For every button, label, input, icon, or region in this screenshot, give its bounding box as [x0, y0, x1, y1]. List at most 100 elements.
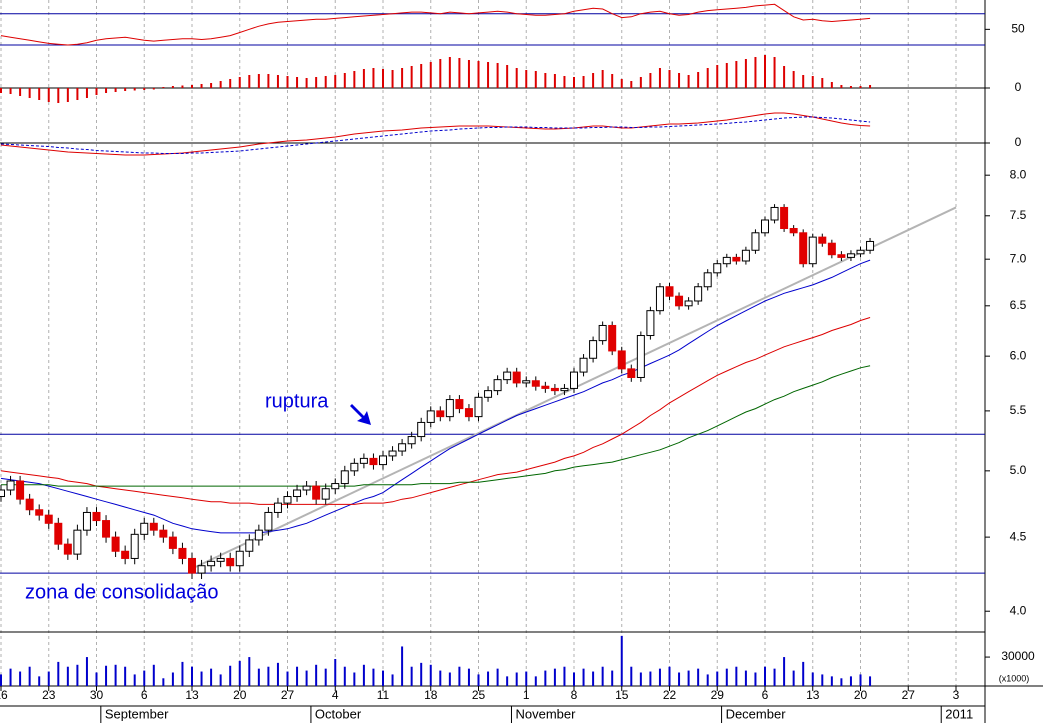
- month-label: 2011: [945, 706, 973, 721]
- candle-body: [35, 509, 44, 516]
- candle-body: [484, 390, 493, 398]
- candle-body: [627, 368, 636, 378]
- candle-body: [0, 489, 5, 498]
- x-tick-label: 20: [854, 688, 868, 702]
- x-tick-label: 3: [953, 688, 960, 702]
- candle-body: [44, 514, 53, 524]
- candle-body: [761, 219, 769, 234]
- x-tick-label: 6: [141, 688, 148, 702]
- month-label: October: [315, 706, 362, 721]
- y-tick-label: 7.0: [1010, 251, 1027, 265]
- candle-body: [140, 522, 149, 535]
- candle-body: [751, 232, 760, 251]
- candle-body: [617, 350, 626, 370]
- candle-body: [226, 557, 235, 567]
- candle-body: [359, 457, 368, 464]
- candle-body: [608, 324, 617, 352]
- candle-body: [178, 547, 187, 559]
- month-label: December: [726, 706, 787, 721]
- candle-body: [254, 529, 263, 541]
- x-tick-label: 13: [185, 688, 199, 702]
- candle-body: [312, 485, 321, 500]
- candle-body: [379, 455, 387, 466]
- candle-body: [646, 310, 655, 337]
- x-tick-label: 25: [472, 688, 486, 702]
- candle-body: [149, 522, 158, 531]
- x-tick-label: 29: [711, 688, 725, 702]
- candle-body: [16, 480, 25, 500]
- candle-body: [818, 236, 827, 244]
- y-tick-label: 4.0: [1010, 603, 1027, 617]
- candle-body: [856, 249, 865, 255]
- candle-body: [168, 536, 177, 549]
- x-tick-label: 8: [571, 688, 578, 702]
- candle-body: [665, 286, 674, 297]
- candle-body: [694, 286, 703, 302]
- candle-body: [436, 410, 445, 418]
- x-tick-label: 6: [762, 688, 769, 702]
- candle-body: [541, 385, 550, 389]
- candle-body: [302, 485, 311, 491]
- candle-body: [474, 396, 483, 418]
- candle-body: [570, 371, 578, 389]
- month-label: September: [105, 706, 169, 721]
- candle-body: [54, 522, 63, 545]
- candle-body: [866, 240, 875, 251]
- y-tick-label: 30000: [1001, 649, 1035, 663]
- y-tick-label: 0: [1015, 135, 1022, 149]
- candle-body: [73, 529, 82, 555]
- arrow: [350, 404, 371, 425]
- candle-body: [503, 371, 512, 381]
- candle-body: [245, 539, 254, 552]
- candle-body: [722, 256, 731, 265]
- candle-body: [827, 242, 836, 256]
- candle-body: [102, 520, 111, 538]
- x-tick-label: 27: [902, 688, 916, 702]
- candle-body: [216, 557, 225, 562]
- candle-body: [111, 536, 120, 552]
- x-tick-label: 1: [523, 688, 530, 702]
- candle-body: [445, 399, 454, 418]
- candle-body: [732, 256, 741, 262]
- x-tick-label: 16: [0, 688, 8, 702]
- candle-body: [407, 436, 416, 445]
- candle-body: [92, 511, 101, 522]
- y-tick-label: 50: [1011, 22, 1025, 36]
- candle-body: [321, 488, 330, 500]
- candle-body: [25, 498, 34, 511]
- grid-layer: [0, 0, 957, 686]
- candle-body: [350, 462, 359, 472]
- candle-body: [636, 335, 645, 378]
- x-tick-label: 20: [233, 688, 247, 702]
- y-tick-label: 4.5: [1010, 529, 1027, 543]
- candle-body: [235, 550, 244, 567]
- annotation: ruptura: [265, 390, 329, 412]
- y-tick-label: 8.0: [1010, 167, 1027, 181]
- candle-body: [130, 533, 139, 559]
- y-tick-label: 0: [1015, 80, 1022, 94]
- y-tick-label: 6.0: [1010, 348, 1027, 362]
- unit-label: (x1000): [999, 673, 1030, 683]
- candle-body: [655, 286, 664, 312]
- candle-body: [417, 421, 426, 438]
- candle-body: [6, 480, 15, 491]
- month-label: November: [515, 706, 576, 721]
- x-tick-label: 18: [424, 688, 438, 702]
- candle-body: [808, 236, 817, 265]
- x-tick-label: 22: [663, 688, 677, 702]
- candle-body: [675, 295, 684, 307]
- annotation: zona de consolidação: [25, 581, 218, 603]
- candle-body: [63, 543, 72, 555]
- line-series: [1, 365, 871, 487]
- candle-body: [283, 496, 292, 504]
- candle-body: [82, 511, 91, 531]
- line-series: [0, 3, 871, 46]
- x-tick-label: 11: [377, 688, 390, 702]
- candle-body: [780, 206, 789, 229]
- candle-body: [264, 511, 273, 531]
- line-series: [0, 112, 871, 156]
- y-tick-label: 6.5: [1010, 298, 1027, 312]
- candle-body: [837, 254, 846, 258]
- candle-body: [388, 450, 397, 457]
